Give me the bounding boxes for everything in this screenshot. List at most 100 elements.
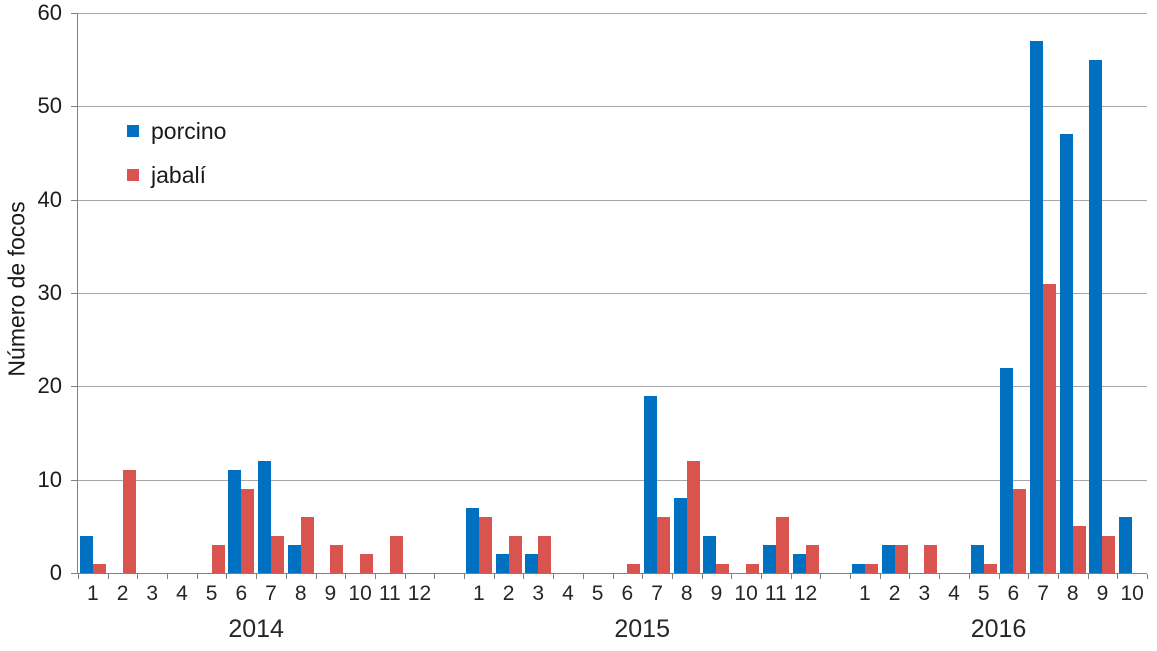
x-tick [1028,574,1030,579]
bar-jabali-2014-7 [271,535,284,573]
month-label-2016-6: 6 [1007,582,1020,605]
bar-jabali-2014-9 [330,545,344,573]
x-tick [731,574,733,579]
legend-label-jabali: jabalí [151,161,206,188]
month-label-2016-9: 9 [1096,582,1109,605]
month-label-2015-4: 4 [562,582,574,605]
month-label-2015-8: 8 [680,582,693,605]
x-tick [612,574,614,579]
y-tick-label: 60 [37,0,62,25]
month-label-2015-11: 11 [764,582,787,605]
x-tick [1117,574,1119,579]
gridline-60 [78,13,1147,14]
month-label-2016-1: 1 [859,582,871,605]
month-label-2016-2: 2 [888,582,901,605]
x-tick [137,574,139,579]
legend-item-jabali: jabalí [127,160,226,190]
x-tick [1087,574,1089,579]
month-label-2014-12: 12 [407,582,432,605]
x-tick [1147,574,1148,579]
jabali-swatch-icon [127,169,139,181]
month-label-2014-8: 8 [294,582,307,605]
month-label-2015-7: 7 [651,582,663,605]
month-label-2014-6: 6 [235,582,248,605]
y-tick [71,293,78,294]
bar-porcino-2015-3 [525,554,539,573]
bar-porcino-2014-1 [79,535,93,573]
year-label-2014: 2014 [228,615,284,643]
x-tick [523,574,525,579]
month-label-2016-8: 8 [1066,582,1079,605]
y-tick [71,106,78,108]
x-tick [582,574,584,579]
year-label-2015: 2015 [614,615,670,643]
month-label-2015-2: 2 [502,582,515,605]
month-label-2015-10: 10 [734,582,758,605]
bar-porcino-2016-5 [970,545,984,573]
bar-jabali-2015-1 [478,517,492,573]
gridline-10 [78,479,1147,481]
bar-jabali-2016-9 [1102,535,1116,573]
month-label-2014-4: 4 [176,582,188,605]
bar-jabali-2015-12 [805,545,819,573]
y-tick-label: 30 [37,280,62,305]
x-tick [196,574,198,579]
bar-porcino-2015-12 [792,554,806,573]
porcino-swatch-icon [127,125,139,137]
x-tick [968,574,970,579]
x-tick [404,574,406,579]
gridline-50 [78,106,1147,108]
legend-item-porcino: porcino [127,116,226,146]
bar-porcino-2016-1 [851,563,865,573]
bar-porcino-2015-1 [465,507,479,573]
bar-porcino-2016-6 [1000,367,1014,573]
x-tick [374,574,376,579]
bar-jabali-2015-7 [657,517,671,573]
y-tick [71,13,78,14]
bar-porcino-2016-7 [1030,41,1044,573]
legend-label-porcino: porcino [151,117,227,144]
bar-porcino-2016-2 [881,545,895,573]
bar-porcino-2016-8 [1059,134,1073,573]
month-label-2015-1: 1 [473,582,485,605]
x-tick [107,574,109,579]
bar-porcino-2014-6 [228,470,242,573]
x-tick [553,574,555,579]
bar-jabali-2016-7 [1043,283,1057,573]
x-tick [879,574,881,579]
bar-jabali-2014-11 [389,535,403,573]
bar-jabali-2015-9 [716,563,730,573]
bar-jabali-2014-5 [211,545,225,573]
y-tick-label: 0 [49,560,62,585]
bar-porcino-2014-8 [287,545,301,573]
y-tick [71,479,78,481]
x-tick [285,574,287,579]
legend: porcino jabalí [127,116,226,204]
bar-jabali-2016-8 [1072,526,1086,573]
y-tick [71,199,78,201]
x-tick [701,574,703,579]
bar-jabali-2014-1 [92,563,106,573]
month-label-2016-7: 7 [1037,582,1049,605]
month-label-2014-7: 7 [265,582,277,605]
x-tick [345,574,347,579]
y-tick-label: 20 [37,373,62,399]
x-tick [760,574,762,579]
bar-jabali-2015-10 [746,563,760,573]
x-tick [256,574,258,579]
y-tick-label: 50 [37,93,62,119]
bar-jabali-2015-3 [538,535,552,573]
x-tick [671,574,673,579]
month-label-2014-11: 11 [378,582,401,605]
x-tick [78,574,79,579]
y-tick-label: 10 [37,466,62,492]
bar-jabali-2016-6 [1013,489,1027,573]
month-label-2016-5: 5 [977,582,990,605]
x-tick [167,574,169,579]
month-label-2015-9: 9 [710,582,723,605]
bar-jabali-2014-2 [122,470,136,573]
bar-jabali-2015-2 [508,535,522,573]
x-tick [1057,574,1059,579]
x-tick [939,574,941,579]
x-tick [226,574,228,579]
